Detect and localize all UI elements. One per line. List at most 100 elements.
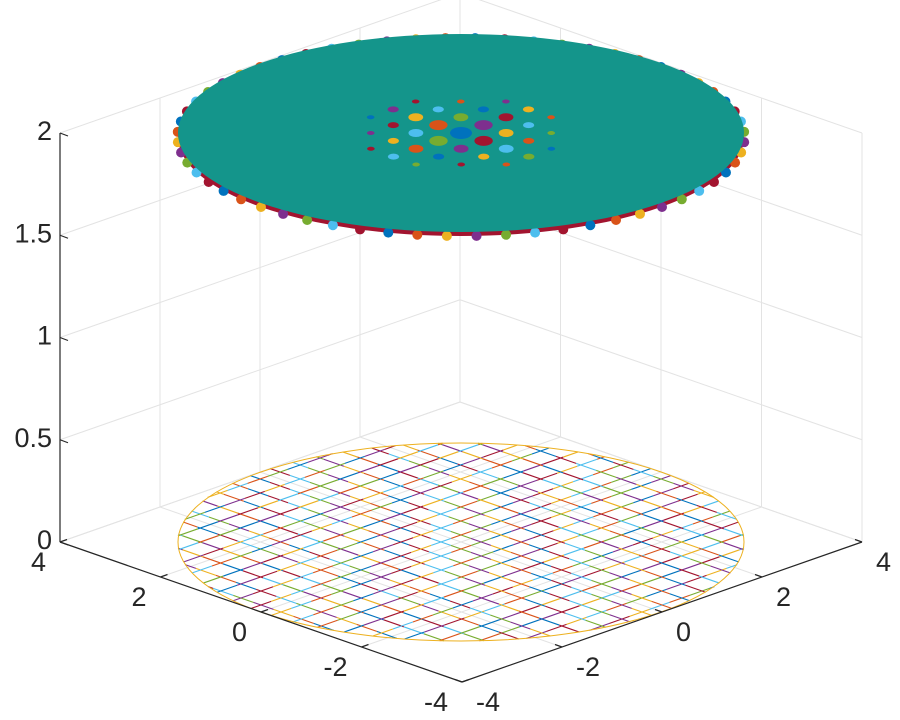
contour: [252, 586, 274, 595]
contour: [182, 535, 203, 544]
contour: [568, 558, 590, 567]
contour: [242, 556, 263, 565]
contour: [182, 549, 203, 558]
contour: [331, 586, 352, 595]
contour: [432, 523, 454, 532]
rim-dot: [611, 215, 622, 226]
contour: [383, 610, 405, 619]
spot: [411, 99, 420, 104]
contour: [484, 584, 506, 593]
contour: [267, 468, 288, 477]
contour: [263, 526, 284, 535]
contour: [309, 551, 330, 560]
spot: [412, 162, 420, 167]
contour: [247, 475, 268, 484]
spot: [408, 113, 424, 122]
contour: [518, 512, 539, 521]
contour: [388, 537, 409, 546]
contour: [364, 448, 385, 457]
contour: [342, 591, 364, 600]
contour: [453, 558, 474, 567]
rim-dot: [634, 208, 645, 219]
contour: [403, 603, 425, 612]
contour: [307, 467, 329, 476]
contour: [204, 504, 225, 513]
contour: [416, 514, 438, 523]
contour: [623, 493, 644, 502]
contour: [282, 570, 304, 579]
contour: [276, 595, 297, 604]
contour: [510, 621, 531, 630]
spot: [547, 131, 556, 135]
x-tick-label: -4: [476, 687, 500, 717]
contour: [372, 628, 394, 637]
contour: [278, 507, 299, 516]
contour: [469, 481, 490, 490]
contour: [436, 507, 458, 516]
contour: [643, 514, 664, 523]
contour: [208, 516, 230, 525]
contour: [653, 475, 674, 484]
contour: [423, 596, 445, 605]
contour: [403, 505, 424, 514]
rim-dot: [530, 227, 541, 238]
contour: [443, 463, 464, 472]
contour: [458, 444, 479, 453]
contour: [329, 558, 350, 567]
contour: [622, 507, 644, 516]
contour: [555, 455, 577, 464]
contour: [227, 482, 248, 491]
contour: [218, 528, 239, 537]
contour: [599, 591, 620, 600]
spot: [456, 99, 465, 104]
y-tick-label: -2: [323, 652, 347, 682]
contour: [699, 575, 720, 584]
contour: [324, 462, 345, 471]
contour: [678, 568, 700, 577]
rim-dot: [256, 202, 266, 212]
contour: [316, 609, 337, 618]
spot: [432, 106, 444, 113]
contour: [592, 467, 614, 476]
spot: [453, 144, 469, 153]
x-tick-label: 2: [776, 582, 791, 612]
contour: [613, 461, 634, 470]
contour: [262, 563, 283, 572]
contour: [522, 458, 544, 467]
contour: [513, 537, 534, 546]
rim-dot: [676, 194, 687, 205]
contour: [459, 626, 480, 635]
contour: [444, 617, 465, 626]
contour: [417, 444, 439, 453]
contour: [542, 465, 564, 474]
contour: [392, 537, 414, 546]
contour: [236, 577, 258, 586]
contour: [449, 600, 471, 609]
contour: [316, 549, 338, 558]
contour: [403, 612, 424, 621]
contour: [509, 495, 530, 504]
contour: [498, 631, 520, 640]
contour: [251, 600, 272, 609]
contour: [268, 537, 290, 546]
contour: [636, 483, 657, 492]
contour: [503, 444, 518, 451]
contour: [369, 572, 390, 581]
contour: [557, 498, 579, 507]
contour: [629, 537, 651, 546]
contour: [490, 614, 511, 623]
rim-dot: [412, 229, 423, 240]
contour: [411, 488, 433, 497]
spot: [498, 144, 514, 153]
contour: [243, 561, 264, 570]
contour: [646, 588, 667, 597]
contour: [632, 537, 654, 546]
contour: [396, 521, 418, 530]
contour: [203, 575, 224, 584]
contour: [499, 626, 520, 635]
contour: [344, 455, 365, 464]
spot: [429, 135, 448, 146]
contour: [653, 488, 674, 497]
contour: [669, 594, 690, 603]
contour: [391, 551, 412, 560]
